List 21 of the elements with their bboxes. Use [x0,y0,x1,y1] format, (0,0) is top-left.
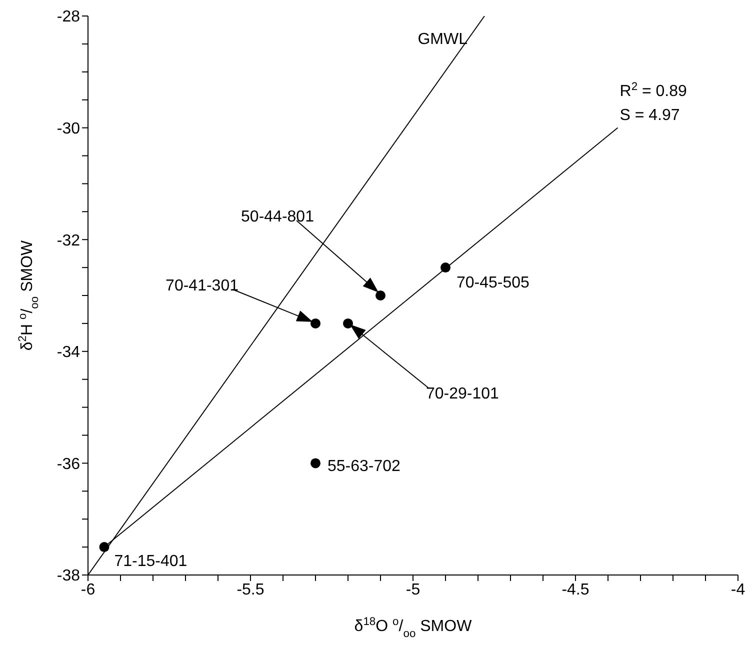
x-axis-title: δ$^{18}$O $^{o}$/$_{oo}$ SMOW [354,616,473,640]
x-tick-label: -5.5 [236,581,264,598]
annotation: 70-45-505 [456,274,530,292]
x-tick-label: -5 [406,581,420,598]
series-label: GMWL [418,31,468,48]
y-tick-label: -36 [56,456,80,473]
y-tick-label: -30 [56,120,80,138]
x-tick-label: -6 [80,581,96,598]
annotation: 71-15-401 [114,553,188,570]
annotation: 50-44-801 [241,208,314,226]
annotation: S = 4.97 [620,106,680,124]
annotation: 55-63-702 [328,458,401,476]
y-tick-label: -32 [56,232,80,250]
y-tick-label: -38 [56,568,80,585]
annotation: 70-29-101 [426,385,500,402]
x-tick-label: -4.5 [562,581,590,598]
y-tick-label: -34 [56,344,80,362]
y-tick-label: -28 [56,8,80,26]
annotation: 70-41-301 [166,277,239,294]
annotation: R$^{2}$ = 0.89 [620,80,688,100]
x-tick-label: -4 [730,581,746,598]
